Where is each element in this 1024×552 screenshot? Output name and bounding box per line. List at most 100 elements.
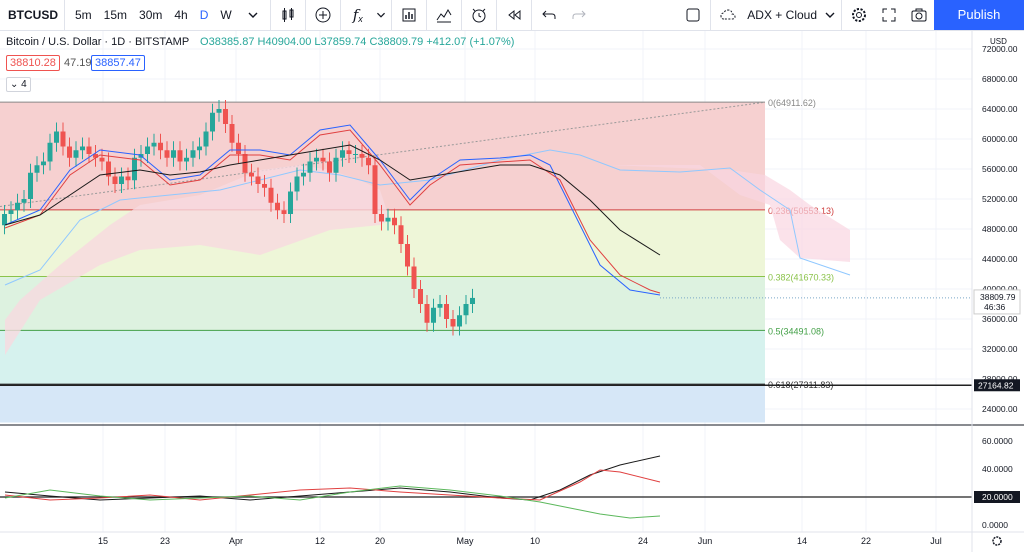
divider xyxy=(495,0,497,30)
candle-body xyxy=(353,154,358,155)
candle-body xyxy=(392,217,397,226)
financials-icon[interactable] xyxy=(394,0,424,30)
candle-body xyxy=(268,187,274,203)
cloud-icon[interactable] xyxy=(713,0,743,30)
fib-level-label: 0(64911.62) xyxy=(768,98,816,108)
candle-body xyxy=(197,146,202,151)
candle-body xyxy=(288,191,293,214)
price-tick-label: 36000.00 xyxy=(982,314,1018,324)
ohlc-values: O38385.87 H40904.00 L37859.74 C38809.79 … xyxy=(200,36,515,48)
redo-icon[interactable] xyxy=(564,0,594,30)
adx-tick-label: 40.0000 xyxy=(982,464,1013,474)
candle-body xyxy=(229,124,235,143)
candle-body xyxy=(177,150,183,162)
candle-body xyxy=(275,202,280,211)
price-chart[interactable]: 0(64911.62)0.236(50553.13)0.382(41670.33… xyxy=(0,31,1024,552)
divider xyxy=(710,0,712,30)
fullscreen-icon[interactable] xyxy=(874,0,904,30)
indicator-collapse-toggle[interactable]: ⌄ 4 xyxy=(6,77,31,92)
price-tick-label: 60000.00 xyxy=(982,134,1018,144)
candle-body xyxy=(158,142,163,151)
publish-button[interactable]: Publish xyxy=(934,0,1024,30)
adx-pane xyxy=(0,424,1024,519)
last-price-label: 38809.79 xyxy=(980,292,1016,302)
price-tick-label: 64000.00 xyxy=(982,104,1018,114)
templates-icon[interactable] xyxy=(429,0,459,30)
candle-body xyxy=(184,157,189,162)
time-tick-label: 12 xyxy=(315,536,325,546)
fib-zone xyxy=(0,276,765,331)
time-tick-label: May xyxy=(456,536,474,546)
divider xyxy=(339,0,341,30)
candle-body xyxy=(190,150,196,158)
divider xyxy=(530,0,532,30)
chart-settings-gear-icon[interactable] xyxy=(992,536,1002,546)
candle-body xyxy=(171,150,176,158)
currency-label: USD xyxy=(990,37,1007,46)
price-tick-label: 56000.00 xyxy=(982,164,1018,174)
candle-body xyxy=(281,210,287,214)
chevron-down-icon[interactable] xyxy=(238,0,268,30)
fib-zone xyxy=(0,384,765,423)
chevron-down-icon[interactable] xyxy=(373,0,389,30)
gear-icon[interactable] xyxy=(844,0,874,30)
alert-clock-icon[interactable] xyxy=(464,0,494,30)
candle-body xyxy=(99,157,105,162)
candle-body xyxy=(470,297,475,304)
price-tick-label: 32000.00 xyxy=(982,344,1018,354)
candle-body xyxy=(314,157,319,162)
chevron-down-icon[interactable] xyxy=(821,0,839,30)
candle-body xyxy=(405,244,410,267)
candle-body xyxy=(236,142,241,154)
sell-price[interactable]: 38810.28 xyxy=(6,55,60,71)
candle-body xyxy=(60,131,66,147)
interval-D[interactable]: D xyxy=(199,8,209,22)
tenkan-line xyxy=(4,124,661,296)
interval-W[interactable]: W xyxy=(220,8,232,22)
candle-body xyxy=(372,165,378,214)
candle-body xyxy=(294,176,300,192)
interval-15m[interactable]: 15m xyxy=(103,8,128,22)
symbol-search[interactable]: BTCUSD xyxy=(0,0,65,30)
candle-body xyxy=(216,109,222,113)
cloud-future-area xyxy=(610,165,850,262)
price-tick-label: 40000.00 xyxy=(982,284,1018,294)
interval-30m[interactable]: 30m xyxy=(139,8,163,22)
buy-price[interactable]: 38857.47 xyxy=(91,55,145,71)
candle-body xyxy=(151,142,157,147)
fullscreen-square-icon[interactable] xyxy=(678,0,708,30)
divider xyxy=(269,0,271,30)
di-plus-line xyxy=(4,485,661,519)
compare-add-icon[interactable] xyxy=(308,0,338,30)
time-tick-label: 10 xyxy=(530,536,540,546)
candle-body xyxy=(54,131,59,143)
adx-line-box xyxy=(974,491,1020,503)
candle-body xyxy=(67,146,72,158)
cloud-bearish-area xyxy=(5,165,390,355)
layout-name[interactable]: ADX + Cloud xyxy=(747,8,817,22)
candle-body xyxy=(346,150,352,154)
candle-body xyxy=(320,157,326,162)
candle-body xyxy=(47,142,53,162)
candle-body xyxy=(15,202,20,211)
candle-body xyxy=(327,161,332,173)
candles-icon[interactable] xyxy=(273,0,303,30)
divider xyxy=(460,0,462,30)
candle-body xyxy=(255,176,261,184)
replay-icon[interactable] xyxy=(499,0,529,30)
camera-icon[interactable] xyxy=(904,0,934,30)
candle-body xyxy=(366,157,371,166)
moving-averages xyxy=(4,124,661,296)
time-tick-label: 15 xyxy=(98,536,108,546)
candle-body xyxy=(106,161,111,177)
interval-4h[interactable]: 4h xyxy=(174,8,188,22)
symbol-title[interactable]: Bitcoin / U.S. Dollar · 1D · BITSTAMP xyxy=(6,36,189,48)
undo-icon[interactable] xyxy=(534,0,564,30)
candle-body xyxy=(340,150,345,158)
candle-body xyxy=(164,150,170,158)
interval-5m[interactable]: 5m xyxy=(75,8,92,22)
candle-body xyxy=(359,154,365,158)
divider xyxy=(425,0,427,30)
